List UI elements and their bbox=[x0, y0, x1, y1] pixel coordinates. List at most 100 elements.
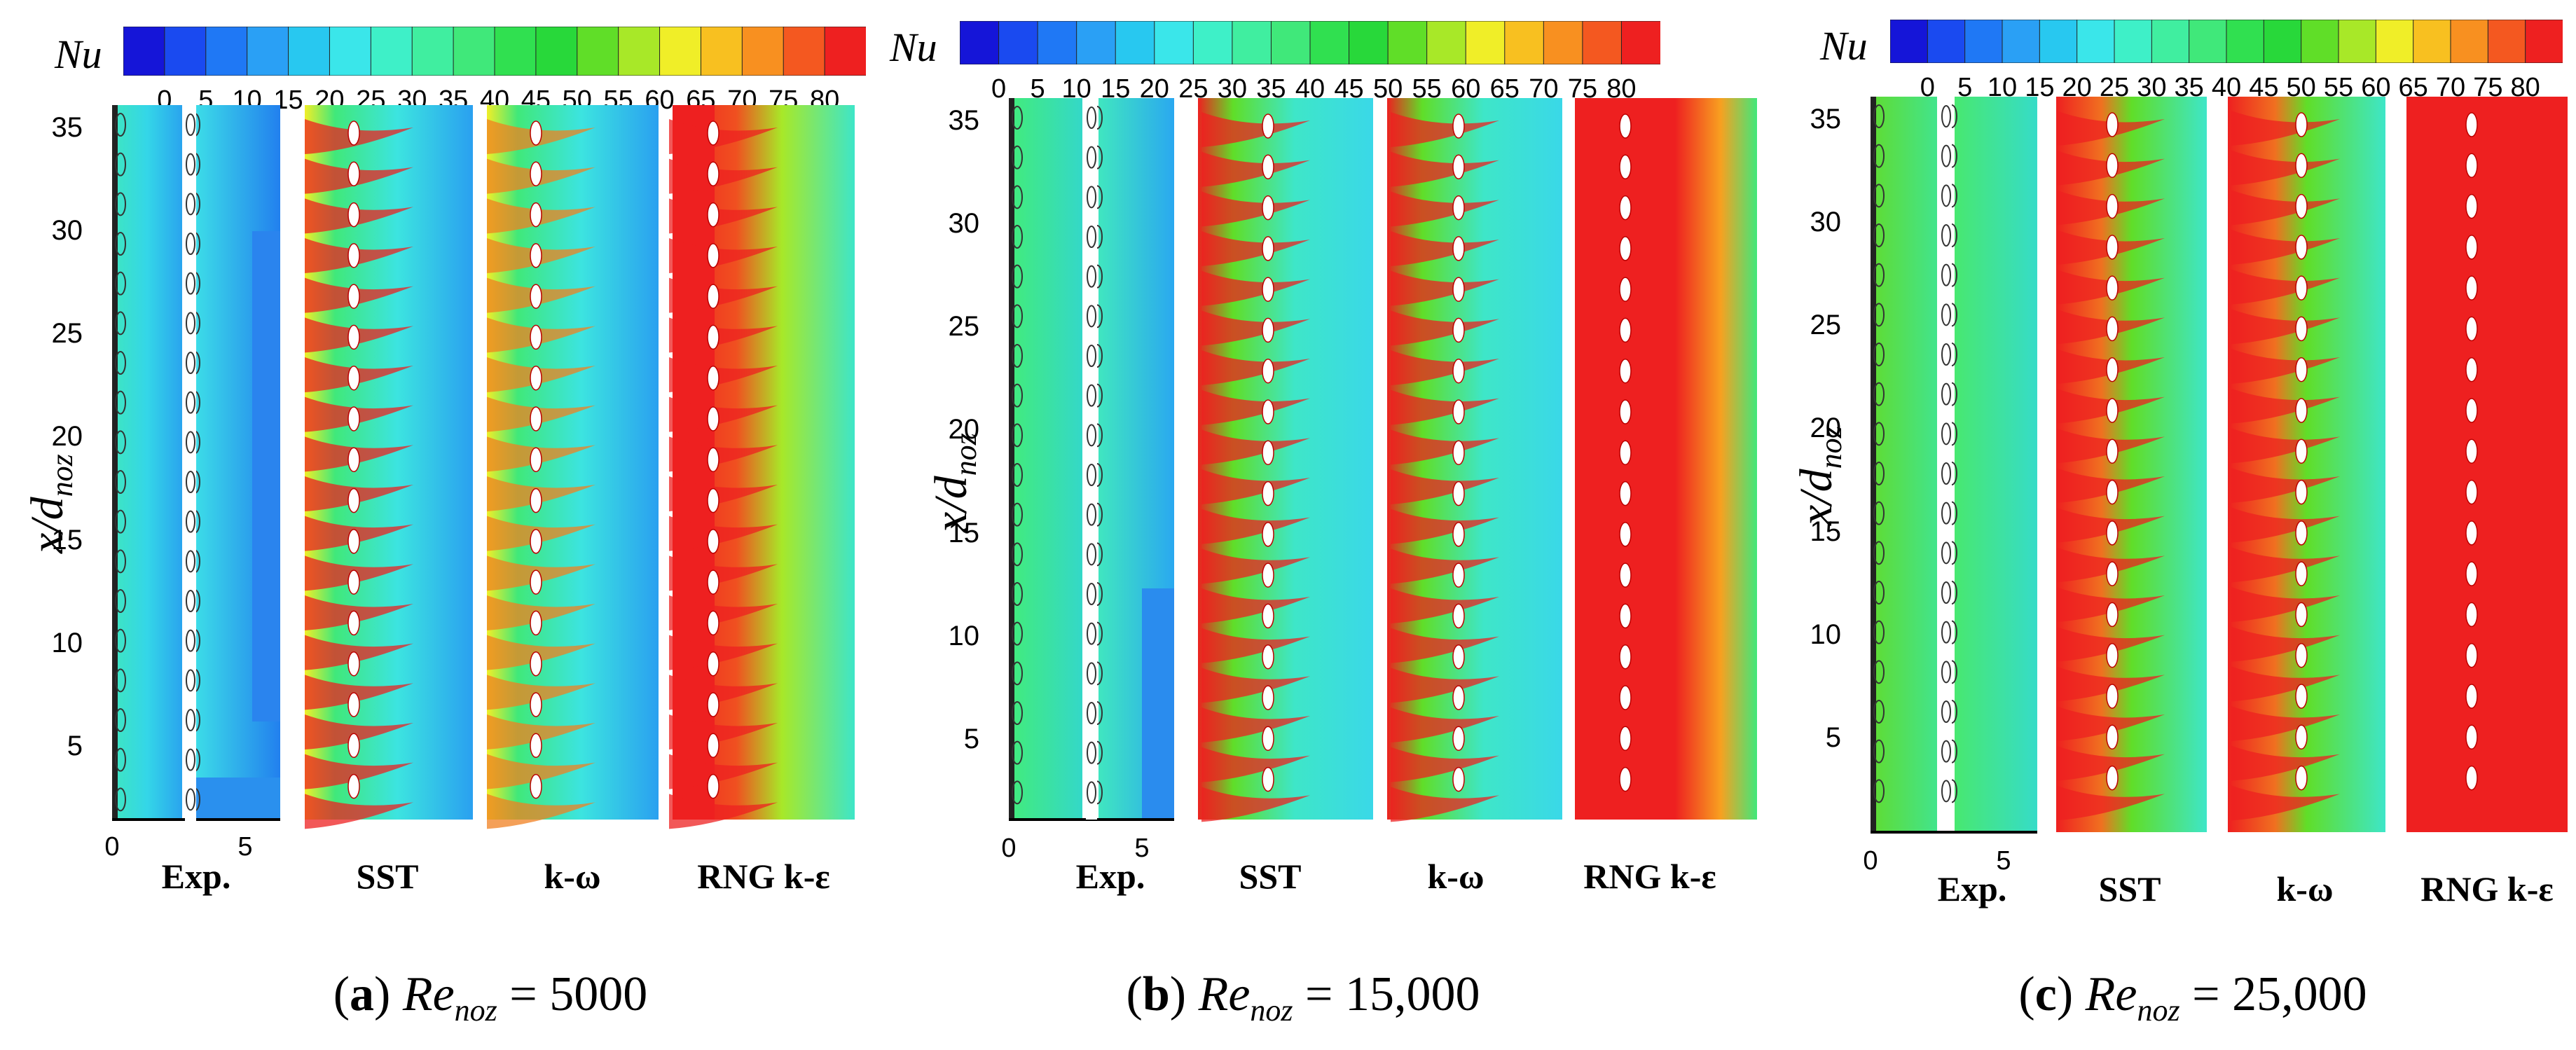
nozzle-outline bbox=[115, 232, 126, 256]
y-tick-label: 10 bbox=[51, 627, 83, 658]
nozzle-outline bbox=[115, 787, 126, 812]
nozzle-outline bbox=[186, 113, 195, 136]
colorbar-cell bbox=[998, 21, 1039, 64]
colorbar-cell bbox=[123, 27, 165, 76]
nozzle-hole bbox=[530, 733, 542, 759]
nozzle-outline bbox=[115, 311, 126, 336]
colorbar-cell bbox=[2226, 20, 2265, 63]
nozzle-outline bbox=[1873, 700, 1885, 724]
heat-streak bbox=[2231, 349, 2340, 384]
nozzle-outline bbox=[186, 669, 195, 692]
colorbar-cell bbox=[824, 27, 866, 76]
heat-streak bbox=[1201, 191, 1310, 227]
nozzle-hole bbox=[1262, 317, 1274, 343]
nozzle-outline bbox=[115, 390, 126, 415]
nozzle-hole bbox=[1262, 154, 1274, 180]
nozzle-hole bbox=[1452, 766, 1465, 792]
nozzle-hole bbox=[530, 161, 542, 187]
heat-streak bbox=[305, 675, 413, 710]
nozzle-outline bbox=[1012, 344, 1023, 368]
colorbar-cell bbox=[1387, 21, 1428, 64]
heat-streak bbox=[669, 555, 778, 591]
nozzle-hole bbox=[1452, 522, 1465, 547]
nozzle-hole bbox=[1452, 113, 1465, 139]
nozzle-hole bbox=[2295, 398, 2308, 423]
nozzle-hole bbox=[2106, 642, 2119, 668]
heat-streak bbox=[1391, 628, 1499, 663]
nozzle-hole bbox=[707, 569, 719, 595]
y-tick-label: 5 bbox=[67, 730, 83, 761]
nozzle-hole bbox=[530, 284, 542, 309]
nozzle-outline bbox=[1941, 144, 1951, 167]
colorbar-cell bbox=[1115, 21, 1155, 64]
nozzle-outline bbox=[115, 509, 126, 534]
colorbar-cell bbox=[1426, 21, 1467, 64]
nozzle-hole bbox=[2295, 153, 2308, 179]
heat-streak bbox=[305, 476, 413, 511]
nozzle-hole bbox=[1262, 195, 1274, 221]
y-tick-label: 30 bbox=[948, 208, 980, 240]
nozzle-outline bbox=[1087, 424, 1096, 447]
nozzle-hole bbox=[530, 120, 542, 146]
colorbar-cell bbox=[164, 27, 207, 76]
nozzle-hole bbox=[1619, 317, 1632, 343]
colorbar-cells bbox=[123, 27, 866, 76]
heat-streak bbox=[1391, 548, 1499, 584]
nozzle-hole bbox=[1262, 399, 1274, 424]
nozzle-hole bbox=[2465, 684, 2478, 709]
heat-streak bbox=[669, 317, 778, 353]
nozzle-hole bbox=[707, 120, 719, 146]
heat-streak bbox=[669, 675, 778, 710]
heat-streak bbox=[1391, 787, 1499, 822]
nozzle-outline bbox=[1873, 223, 1885, 247]
heat-streak bbox=[2231, 150, 2340, 186]
nozzle-hole bbox=[2106, 561, 2119, 586]
colorbar-cell bbox=[659, 27, 702, 76]
nozzle-hole bbox=[1262, 726, 1274, 752]
nozzle-hole bbox=[1262, 766, 1274, 792]
nozzle-outline bbox=[1941, 780, 1951, 803]
heat-streak bbox=[669, 754, 778, 789]
nozzle-hole bbox=[2295, 724, 2308, 750]
nozzle-hole bbox=[707, 692, 719, 717]
heat-streak bbox=[2231, 428, 2340, 464]
strip-title-sst: SST bbox=[1239, 857, 1302, 896]
nozzle-hole bbox=[530, 773, 542, 799]
nozzle-outline bbox=[1873, 263, 1885, 287]
colorbar-cell bbox=[411, 27, 455, 76]
x-tick-label: 0 bbox=[1863, 846, 1878, 876]
strip-title-rng: RNG k-ε bbox=[2420, 869, 2554, 909]
heat-streak bbox=[2231, 468, 2340, 503]
nozzle-outline bbox=[1873, 422, 1885, 446]
colorbar-cell bbox=[2338, 20, 2377, 63]
nozzle-hole bbox=[2465, 398, 2478, 423]
colorbar-cell bbox=[1192, 21, 1233, 64]
nozzle-hole bbox=[347, 120, 360, 146]
strip-title-kw: k-ω bbox=[2276, 869, 2334, 909]
colorbar-cell bbox=[2039, 20, 2078, 63]
nozzle-outline bbox=[1087, 384, 1096, 407]
nozzle-hole bbox=[1452, 399, 1465, 424]
nozzle-outline bbox=[115, 113, 126, 137]
heat-streak bbox=[1201, 509, 1310, 544]
nozzle-outline bbox=[1087, 106, 1096, 129]
nozzle-outline bbox=[1873, 104, 1885, 128]
heat-streak bbox=[305, 516, 413, 551]
colorbar-cell bbox=[2525, 20, 2563, 63]
nozzle-outline bbox=[1941, 263, 1951, 286]
nozzle-hole bbox=[2295, 602, 2308, 628]
colorbar-tick-label: 5 bbox=[1030, 74, 1045, 104]
nozzle-hole bbox=[1262, 277, 1274, 302]
nozzle-outline bbox=[1087, 226, 1096, 248]
heat-streak bbox=[1201, 588, 1310, 623]
heat-streak bbox=[669, 714, 778, 749]
nozzle-outline bbox=[1941, 462, 1951, 485]
nozzle-outline bbox=[186, 153, 195, 176]
nozzle-outline bbox=[1012, 304, 1023, 329]
heat-streak bbox=[1201, 707, 1310, 742]
heat-streak bbox=[487, 555, 595, 591]
nozzle-hole bbox=[1452, 154, 1465, 180]
nozzle-hole bbox=[1452, 440, 1465, 466]
nozzle-hole bbox=[707, 733, 719, 759]
nozzle-outline bbox=[1087, 345, 1096, 367]
